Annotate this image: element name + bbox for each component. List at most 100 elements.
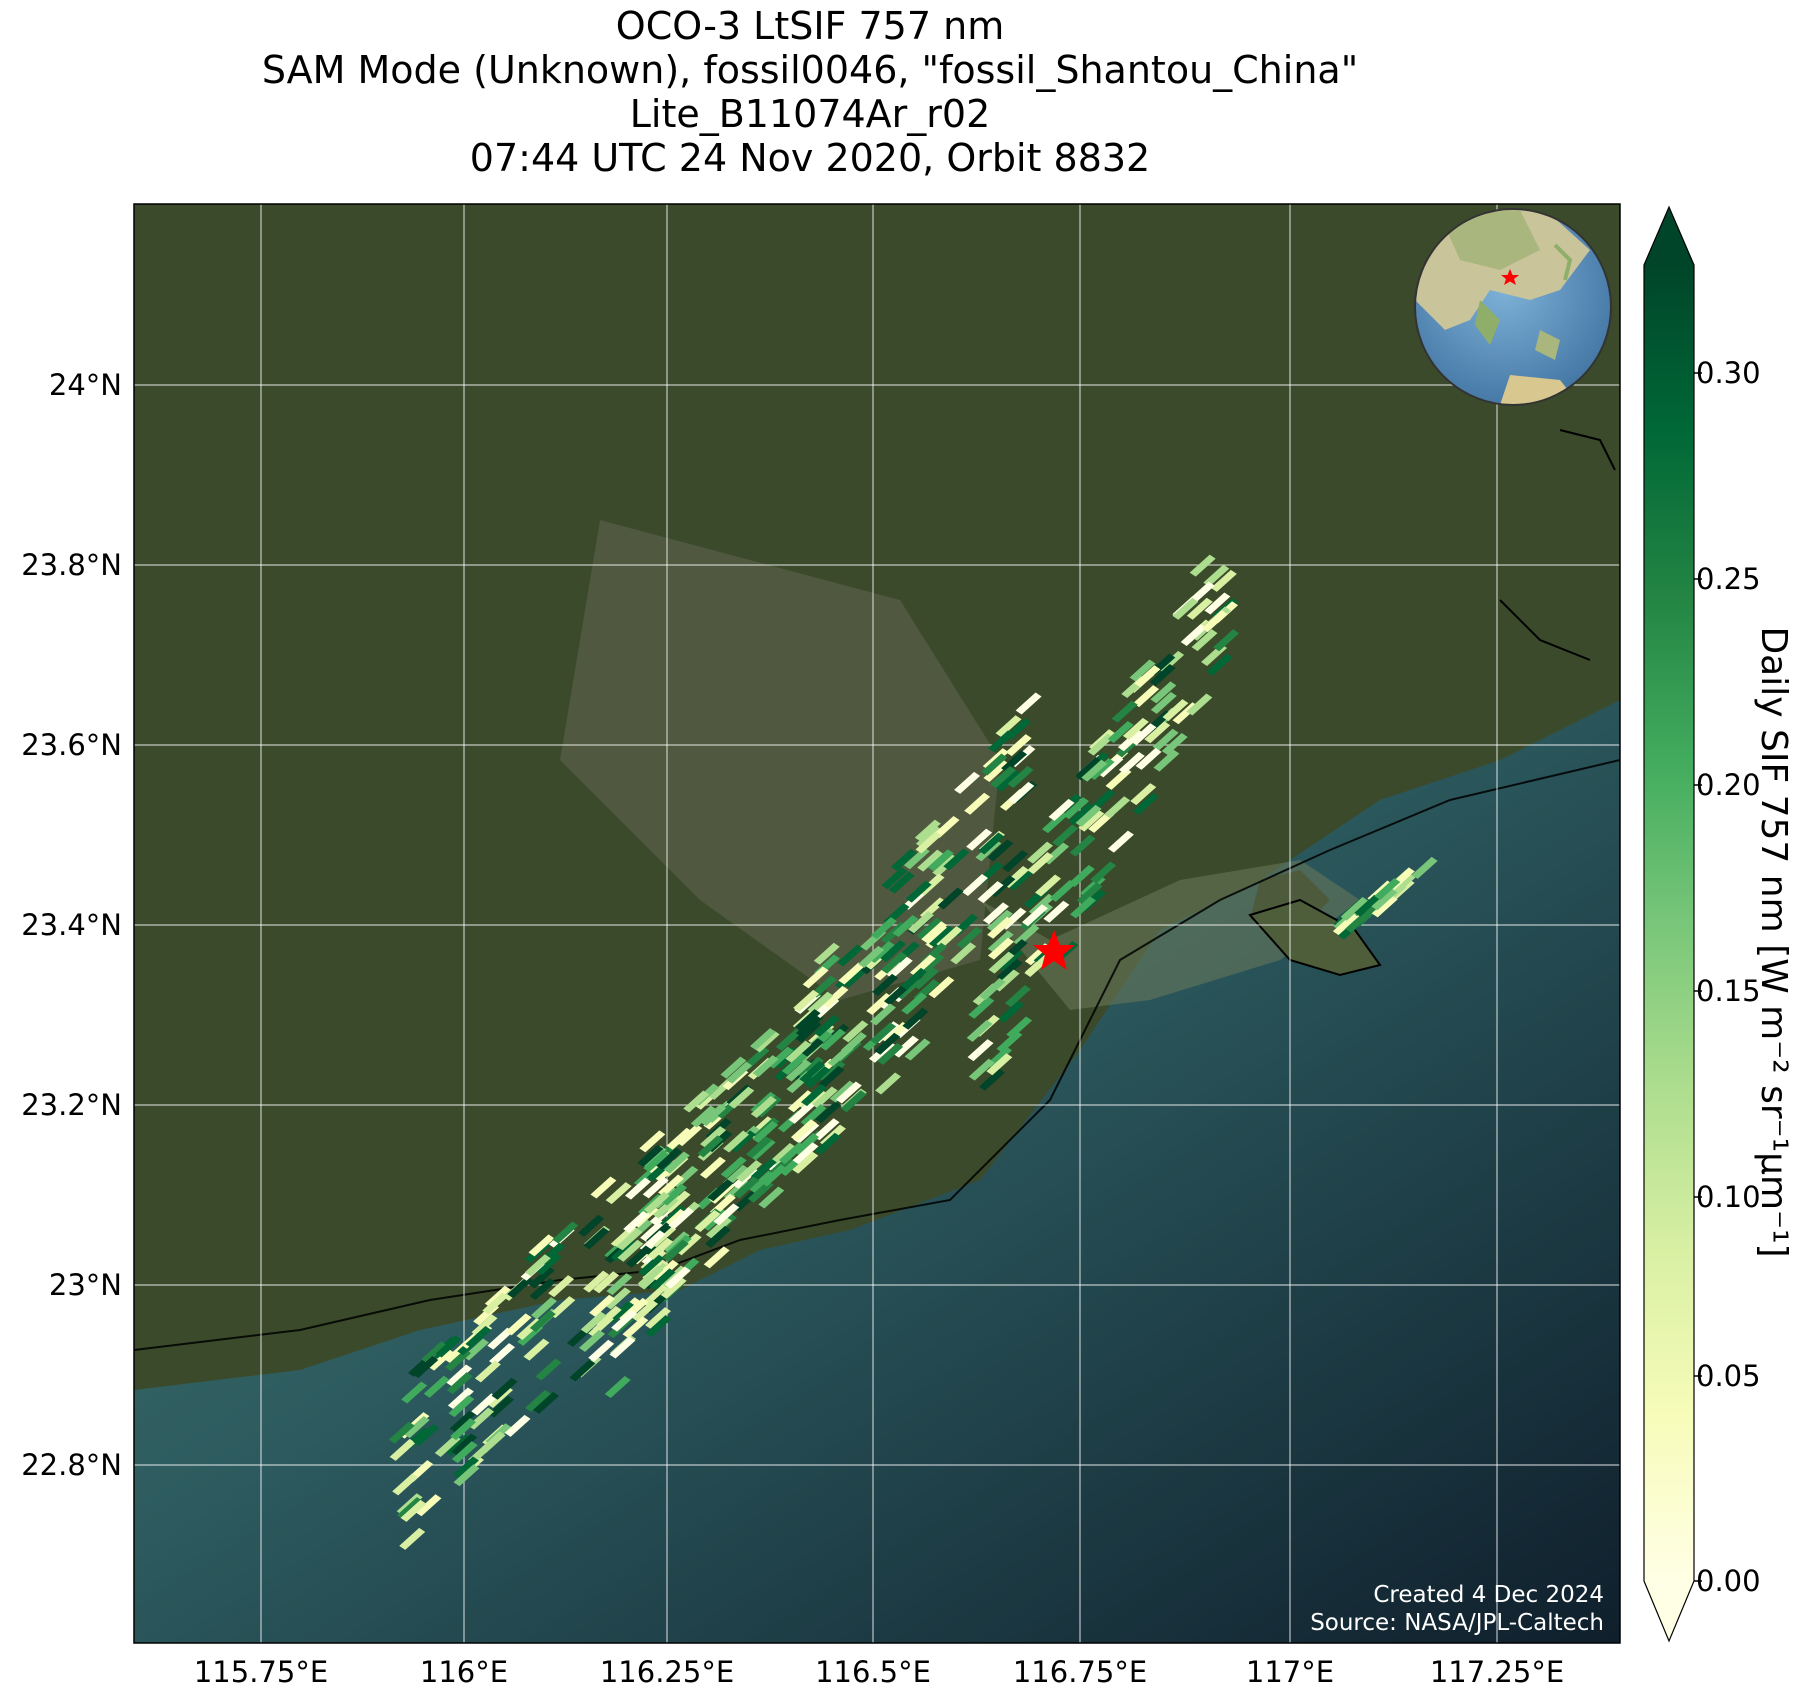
sif-cell bbox=[1161, 733, 1188, 756]
sif-cell bbox=[661, 1183, 688, 1206]
sif-cell bbox=[413, 1423, 440, 1446]
sif-cell bbox=[943, 848, 970, 871]
sif-cell bbox=[1027, 852, 1054, 875]
sif-cell bbox=[1069, 834, 1096, 857]
sif-cell bbox=[810, 975, 837, 998]
sif-cell bbox=[769, 1143, 796, 1166]
sif-cell bbox=[668, 1207, 695, 1230]
sif-cell bbox=[804, 1066, 831, 1089]
colorbar-extend-min bbox=[1644, 1581, 1694, 1641]
sif-cell bbox=[917, 849, 944, 872]
sif-cell bbox=[901, 992, 928, 1015]
sif-cell bbox=[1150, 681, 1177, 704]
sif-cell bbox=[392, 1473, 419, 1496]
sif-cell bbox=[800, 1104, 827, 1127]
sif-cell bbox=[604, 1287, 631, 1310]
sif-cell bbox=[1150, 691, 1177, 714]
sif-cell bbox=[968, 1058, 995, 1081]
lat-label-23-2: 23.2°N bbox=[21, 1088, 122, 1122]
sif-cell bbox=[866, 993, 893, 1016]
sif-cell bbox=[1158, 650, 1185, 673]
locator-globe bbox=[1414, 208, 1612, 406]
sif-cell bbox=[1021, 904, 1048, 927]
sif-cell bbox=[874, 1032, 901, 1055]
sif-cell bbox=[625, 1245, 652, 1268]
sif-cell bbox=[977, 881, 1004, 904]
sif-cell bbox=[1354, 894, 1381, 917]
sif-cell bbox=[1005, 734, 1032, 757]
sif-cell bbox=[814, 1132, 841, 1155]
sif-cell bbox=[489, 1343, 516, 1366]
sif-cell bbox=[1371, 895, 1398, 918]
sif-cell bbox=[877, 1042, 904, 1065]
sif-cell bbox=[966, 1019, 993, 1042]
lon-label-116-25: 116.25°E bbox=[599, 1655, 735, 1689]
sif-cell bbox=[1204, 592, 1231, 615]
sif-cell bbox=[1076, 882, 1103, 905]
sif-cell bbox=[964, 792, 991, 815]
sif-cell bbox=[1001, 750, 1028, 773]
sif-cell bbox=[647, 1237, 674, 1260]
sif-cell bbox=[1135, 747, 1162, 770]
sif-cell bbox=[643, 1150, 670, 1173]
sif-cell bbox=[720, 1156, 747, 1179]
sif-cell bbox=[733, 1176, 760, 1199]
sif-cell bbox=[637, 1265, 664, 1288]
sif-cell bbox=[1117, 729, 1144, 752]
sif-cell bbox=[835, 1081, 862, 1104]
sif-cell bbox=[792, 1142, 819, 1165]
sif-cell bbox=[1134, 665, 1161, 688]
sif-cell bbox=[487, 1327, 514, 1350]
sif-cell bbox=[987, 916, 1014, 939]
title-line-4: 07:44 UTC 24 Nov 2020, Orbit 8832 bbox=[469, 136, 1151, 180]
sif-cell bbox=[1107, 830, 1134, 853]
sif-cell bbox=[1015, 692, 1042, 715]
sif-cell bbox=[453, 1464, 480, 1487]
sif-cell bbox=[616, 1228, 643, 1251]
sif-cell bbox=[505, 1313, 532, 1336]
sif-cell bbox=[875, 1072, 902, 1095]
lat-label-23-8: 23.8°N bbox=[21, 548, 122, 582]
sif-cell bbox=[1049, 879, 1076, 902]
title-line-3: Lite_B11074Ar_r02 bbox=[629, 92, 991, 136]
sif-cell bbox=[643, 1191, 670, 1214]
sif-cell bbox=[967, 1039, 994, 1062]
sif-cell bbox=[1068, 803, 1095, 826]
sif-cell bbox=[1075, 804, 1102, 827]
sif-cell bbox=[996, 958, 1023, 981]
sif-cell bbox=[997, 948, 1024, 971]
sif-cell bbox=[842, 1020, 869, 1043]
sif-cell bbox=[523, 1338, 550, 1361]
sif-cell bbox=[743, 1046, 770, 1069]
lat-label-23: 23°N bbox=[48, 1268, 122, 1302]
sif-cell bbox=[1203, 564, 1230, 587]
sif-cell bbox=[649, 1268, 676, 1291]
sif-cell bbox=[1201, 610, 1228, 633]
sif-cell bbox=[428, 1348, 455, 1371]
sif-cell bbox=[474, 1360, 501, 1383]
sif-cell bbox=[745, 1136, 772, 1159]
sif-cell bbox=[713, 1203, 740, 1226]
sif-cell bbox=[529, 1277, 556, 1300]
sif-cell bbox=[569, 1359, 596, 1382]
lat-label-24: 24°N bbox=[48, 368, 122, 402]
sif-cell bbox=[1090, 861, 1117, 884]
sif-cell bbox=[752, 1055, 779, 1078]
sif-cell bbox=[995, 715, 1022, 738]
sif-cell bbox=[747, 1180, 774, 1203]
sif-cell bbox=[704, 1225, 731, 1248]
sif-cell bbox=[986, 909, 1013, 932]
sif-cell bbox=[610, 1239, 637, 1262]
lat-label-23-6: 23.6°N bbox=[21, 728, 122, 762]
sif-cell bbox=[1027, 841, 1054, 864]
sif-cell bbox=[829, 1080, 856, 1103]
sif-cell bbox=[842, 965, 869, 988]
target-star-marker bbox=[1032, 930, 1075, 970]
sif-cell bbox=[535, 1253, 562, 1276]
sif-cell bbox=[1371, 888, 1398, 911]
sif-cell bbox=[683, 1090, 710, 1113]
sif-cell bbox=[1087, 733, 1114, 756]
sif-cell bbox=[605, 1182, 632, 1205]
sif-cell bbox=[928, 925, 955, 948]
sif-cell bbox=[837, 944, 864, 967]
